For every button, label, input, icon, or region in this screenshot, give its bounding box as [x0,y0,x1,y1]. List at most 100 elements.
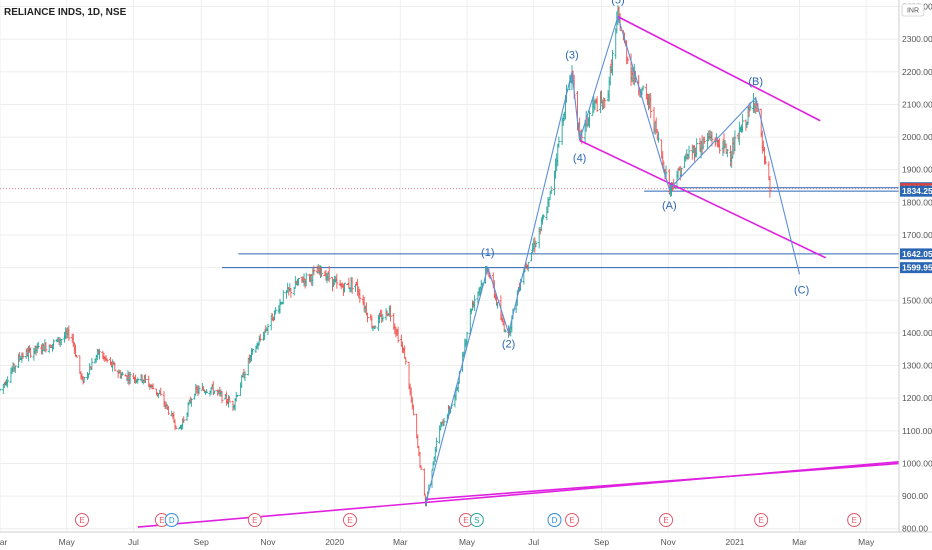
y-tick-label: 2000.00 [902,132,932,142]
ohlc-bar [289,288,293,298]
ohlc-bar [350,277,354,294]
ohlc-bar [603,98,607,109]
event-label: E [79,516,84,525]
y-tick-label: 2100.00 [902,99,932,109]
ohlc-bar [335,273,339,289]
wave-label: (C) [794,285,809,297]
x-tick-label: Jul [128,537,139,547]
event-label: E [851,516,856,525]
ohlc-bar [503,329,507,333]
event-marker [547,513,562,527]
ohlc-bar [205,388,209,394]
ohlc-bar [396,326,400,343]
ohlc-bar [366,312,369,323]
x-tick-label: Mar [792,537,807,547]
ohlc-bar [549,186,553,195]
ohlc-bar [78,355,82,374]
ohlc-bar [385,311,389,317]
y-tick-label: 1300.00 [902,361,932,371]
event-marker [564,513,579,527]
ohlc-bar [56,337,60,343]
event-marker [847,513,862,527]
elliott-wave: (1) (2) (3) (4) (5) (A) (B) (C) [424,0,809,505]
ohlc-bar [121,371,124,376]
ohlc-bar [542,214,545,219]
ohlc-bar [347,277,351,289]
ohlc-bar [59,338,63,346]
ohlc-bar [256,341,260,350]
event-label: E [759,516,764,525]
ohlc-bar [442,417,446,427]
ohlc-bar [98,348,101,360]
ohlc-bar [764,156,767,165]
ohlc-bar [266,323,270,336]
trend-line [425,462,900,501]
wave-label: (5) [611,0,624,6]
ohlc-bar [649,93,653,119]
ohlc-bar [274,307,278,315]
event-label: E [347,516,352,525]
event-label: E [463,516,468,525]
ohlc-bar [105,358,109,363]
x-tick-label: May [459,537,476,547]
event-label: E [663,516,668,525]
ohlc-bar [611,50,614,76]
trend-line [617,15,821,122]
ohlc-bar [541,214,544,225]
y-tick-label: 1100.00 [902,426,932,436]
price-label-box [900,185,932,197]
ohlc-bar [557,136,561,148]
ohlc-bar [139,374,143,382]
y-tick-label: 800.00 [902,524,928,534]
y-tick-label: 1500.00 [902,295,932,305]
y-tick-label: 1400.00 [902,328,932,338]
ohlc-bar [113,362,117,372]
ohlc-bar [327,265,331,283]
wave-label: (B) [748,76,763,88]
y-tick-label: 1700.00 [902,230,932,240]
wave-label: (2) [502,339,515,351]
event-marker [469,513,484,527]
ohlc-bar [419,465,423,471]
ohlc-bar [29,347,33,358]
ohlc-bar [228,395,232,403]
ohlc-bar [718,138,722,154]
ohlc-bar [297,277,300,286]
trend-lines [137,15,900,528]
event-label: E [569,516,574,525]
event-label: D [552,516,558,525]
ohlc-bar [679,167,683,177]
event-label: E [159,516,164,525]
x-tick-label: Nov [260,537,276,547]
ohlc-bar [90,358,94,371]
event-marker [164,513,179,527]
ohlc-bar [588,110,591,128]
trend-line [579,139,827,259]
ohlc-bar [422,468,426,496]
ohlc-bar [725,148,729,158]
ohlc-bar [687,145,691,159]
grid-lines [0,0,899,532]
ohlc-bar [304,272,308,287]
ohlc-bar [88,363,92,375]
ohlc-bar [0,389,2,392]
ohlc-bar [389,305,392,322]
ohlc-bar [412,404,415,416]
ohlc-bar [312,265,316,276]
x-tick-label: Sep [194,537,209,547]
x-tick-label: Nov [661,537,677,547]
ohlc-bar [626,56,630,64]
ohlc-bar [641,85,645,91]
x-tick-label: May [858,537,875,547]
ohlc-bar [136,377,140,384]
ohlc-bar [251,348,255,355]
ohlc-bar [373,325,377,329]
ohlc-bar [343,282,346,293]
ohlc-bar [13,365,17,374]
ohlc-bar [473,295,477,312]
ohlc-bar [220,391,224,404]
wave-label: (A) [662,200,677,212]
ohlc-bar [695,138,699,158]
